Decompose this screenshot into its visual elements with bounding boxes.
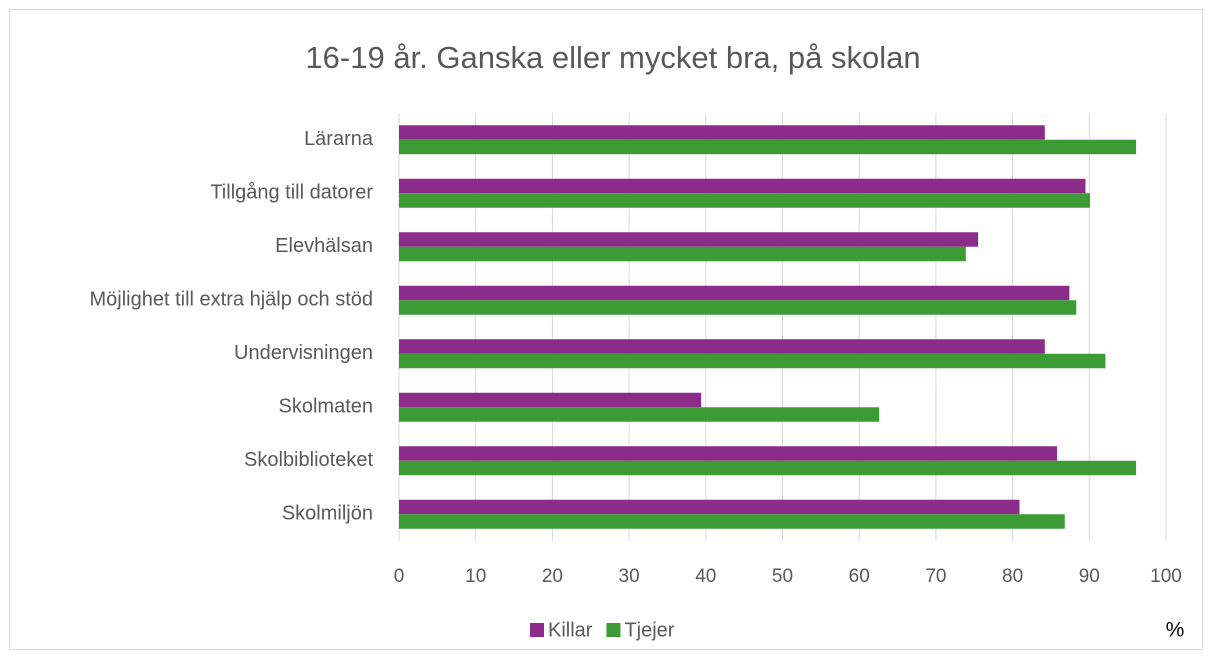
bar <box>399 139 1137 155</box>
y-tick-label: Lärarna <box>304 128 374 150</box>
y-tick-label: Elevhälsan <box>275 235 373 257</box>
bar <box>399 499 1020 515</box>
x-tick-label: 50 <box>772 566 793 587</box>
y-tick-label: Möjlighet till extra hjälp och stöd <box>90 289 373 311</box>
legend-label: Killar <box>548 619 593 641</box>
legend-swatch <box>606 623 621 637</box>
x-tick-label: 20 <box>542 566 563 587</box>
x-tick-label: 70 <box>925 566 946 587</box>
bar <box>399 232 979 247</box>
bar <box>399 460 1137 476</box>
x-tick-label: 100 <box>1150 566 1182 587</box>
y-tick-label: Tillgång till datorer <box>210 182 373 204</box>
x-tick-label: 90 <box>1079 566 1100 587</box>
bar <box>399 446 1058 461</box>
x-tick-label: 30 <box>619 566 640 587</box>
y-tick-label: Skolbiblioteket <box>244 449 373 471</box>
bar <box>399 514 1065 529</box>
bar <box>399 300 1077 315</box>
legend-swatch <box>530 623 544 637</box>
y-tick-label: Undervisningen <box>234 342 373 364</box>
bar <box>399 407 880 422</box>
bar <box>399 178 1086 194</box>
y-tick-label: Skolmaten <box>279 396 374 418</box>
bar <box>399 392 702 408</box>
x-tick-label: 80 <box>1002 566 1023 587</box>
x-tick-label: 0 <box>394 566 405 587</box>
x-tick-label: 10 <box>465 566 486 587</box>
y-tick-label: Skolmiljön <box>282 503 373 525</box>
bar <box>399 353 1106 369</box>
bar <box>399 339 1045 354</box>
bar <box>399 193 1091 208</box>
x-tick-label: 60 <box>849 566 870 587</box>
legend-label: Tjejer <box>624 619 674 641</box>
x-axis-label: % <box>1166 619 1185 642</box>
x-tick-label: 40 <box>695 566 716 587</box>
chart-frame <box>9 9 1203 650</box>
bar <box>399 246 966 262</box>
bar <box>399 285 1070 301</box>
chart-title: 16-19 år. Ganska eller mycket bra, på sk… <box>305 40 920 75</box>
bar <box>399 125 1045 140</box>
